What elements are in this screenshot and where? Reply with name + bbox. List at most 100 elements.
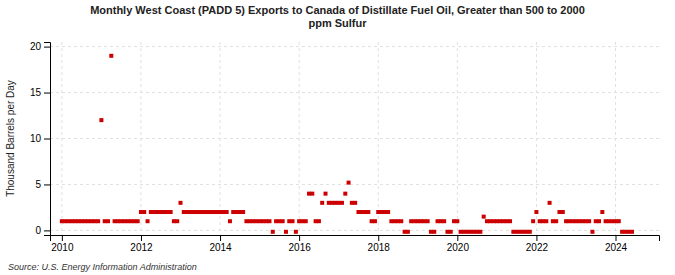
y-tick: 0 bbox=[35, 225, 50, 236]
point bbox=[630, 230, 634, 234]
x-axis-line bbox=[51, 236, 660, 242]
x-tick: 2012 bbox=[130, 235, 153, 253]
y-axis-line bbox=[44, 43, 51, 236]
point bbox=[340, 201, 344, 205]
x-tick-label: 2016 bbox=[289, 242, 312, 253]
point bbox=[590, 230, 594, 234]
point bbox=[353, 201, 357, 205]
title-line: ppm Sulfur bbox=[308, 17, 367, 29]
x-tick-mark bbox=[220, 235, 221, 241]
x-tick-label: 2022 bbox=[526, 242, 549, 253]
y-tick: 20 bbox=[30, 41, 50, 52]
point bbox=[106, 219, 110, 223]
point bbox=[600, 210, 604, 214]
x-grid-line bbox=[615, 42, 616, 235]
x-tick: 2020 bbox=[447, 235, 470, 253]
point bbox=[455, 219, 459, 223]
point bbox=[324, 192, 328, 196]
x-tick: 2022 bbox=[526, 235, 549, 253]
y-grid-line bbox=[50, 184, 659, 185]
point bbox=[449, 230, 453, 234]
y-grid-line bbox=[50, 46, 659, 47]
point bbox=[228, 219, 232, 223]
point bbox=[534, 210, 538, 214]
point bbox=[281, 219, 285, 223]
point bbox=[136, 219, 140, 223]
point bbox=[548, 201, 552, 205]
point bbox=[294, 230, 298, 234]
point bbox=[508, 219, 512, 223]
point bbox=[597, 219, 601, 223]
point bbox=[320, 201, 324, 205]
point bbox=[175, 219, 179, 223]
point bbox=[291, 219, 295, 223]
x-tick: 2018 bbox=[368, 235, 391, 253]
chart-svg: Monthly West Coast (PADD 5) Exports to C… bbox=[0, 0, 675, 275]
x-tick-label: 2024 bbox=[605, 242, 628, 253]
x-tick-mark bbox=[141, 235, 142, 241]
title-line: Monthly West Coast (PADD 5) Exports to C… bbox=[90, 4, 585, 16]
y-tick-mark bbox=[44, 47, 50, 48]
annotation: Source: U.S. Energy Information Administ… bbox=[8, 262, 197, 272]
y-tick-label: 5 bbox=[35, 179, 41, 190]
x-tick-mark bbox=[62, 235, 63, 241]
x-tick: 2014 bbox=[209, 235, 232, 253]
x-grid-line bbox=[378, 42, 379, 235]
y-axis-title: Thousand Barrels per Day bbox=[5, 80, 16, 197]
y-tick-label: 10 bbox=[30, 133, 42, 144]
y-tick-mark bbox=[44, 184, 50, 185]
y-tick-mark bbox=[44, 139, 50, 140]
x-tick-label: 2020 bbox=[447, 242, 470, 253]
y-tick-label: 0 bbox=[35, 225, 41, 236]
point bbox=[317, 219, 321, 223]
x-grid-line bbox=[140, 42, 141, 235]
point bbox=[442, 219, 446, 223]
x-tick-label: 2014 bbox=[209, 242, 232, 253]
point bbox=[304, 219, 308, 223]
point bbox=[617, 219, 621, 223]
point bbox=[386, 210, 390, 214]
y-tick-label: 15 bbox=[30, 87, 42, 98]
point bbox=[271, 230, 275, 234]
point bbox=[109, 54, 113, 58]
point bbox=[142, 210, 146, 214]
x-tick-mark bbox=[457, 235, 458, 241]
point bbox=[482, 215, 486, 219]
x-tick: 2010 bbox=[51, 235, 74, 253]
y-tick-label: 20 bbox=[30, 41, 42, 52]
point bbox=[399, 219, 403, 223]
point bbox=[528, 230, 532, 234]
x-tick-label: 2012 bbox=[130, 242, 153, 253]
y-tick-mark bbox=[44, 230, 50, 231]
y-tick: 15 bbox=[30, 87, 50, 98]
point bbox=[587, 219, 591, 223]
point bbox=[96, 219, 100, 223]
x-tick-mark bbox=[536, 235, 537, 241]
x-tick-mark bbox=[299, 235, 300, 241]
chart-container: Monthly West Coast (PADD 5) Exports to C… bbox=[0, 0, 675, 275]
x-tick-label: 2018 bbox=[368, 242, 391, 253]
point bbox=[406, 230, 410, 234]
x-tick: 2024 bbox=[605, 235, 628, 253]
point bbox=[561, 210, 565, 214]
y-axis: 0 5 10 15 20 bbox=[30, 41, 51, 236]
point bbox=[267, 219, 271, 223]
point bbox=[169, 210, 173, 214]
point bbox=[343, 192, 347, 196]
point bbox=[146, 219, 150, 223]
point bbox=[284, 230, 288, 234]
y-tick: 5 bbox=[35, 179, 50, 190]
x-tick-mark bbox=[616, 235, 617, 241]
point bbox=[544, 219, 548, 223]
point bbox=[179, 201, 183, 205]
point bbox=[432, 230, 436, 234]
x-grid-line bbox=[536, 42, 537, 235]
point bbox=[554, 219, 558, 223]
x-grid-line bbox=[299, 42, 300, 235]
title: Monthly West Coast (PADD 5) Exports to C… bbox=[90, 4, 585, 29]
points bbox=[60, 54, 634, 234]
x-grid-line bbox=[61, 42, 62, 235]
x-grid-line bbox=[457, 42, 458, 235]
y-tick: 10 bbox=[30, 133, 50, 144]
point bbox=[99, 118, 103, 122]
